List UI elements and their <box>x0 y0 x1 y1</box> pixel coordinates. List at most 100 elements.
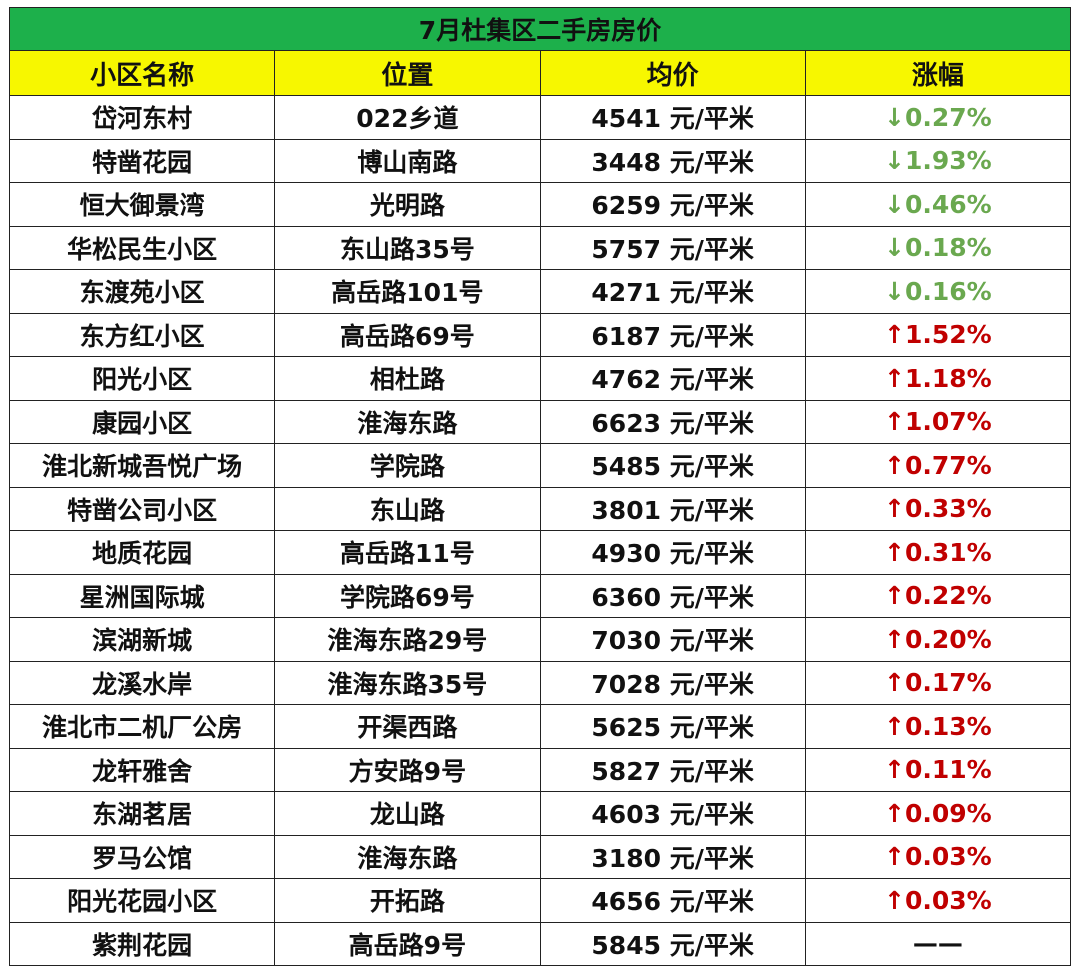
change-cell: ↑0.77% <box>804 443 1072 488</box>
table-cell: 5827 元/平米 <box>539 747 806 792</box>
table-cell: 7030 元/平米 <box>539 617 806 662</box>
table-cell: 淮北新城吾悦广场 <box>8 443 276 488</box>
table-cell: 淮海东路35号 <box>274 660 541 705</box>
table-row: 华松民生小区 东山路35号 5757 元/平米 ↓0.18% <box>8 225 1072 270</box>
price-table: 7月杜集区二手房房价 小区名称 位置 均价 涨幅 岱河东村 022乡道 4541 元/平米… <box>8 7 1072 966</box>
table-cell: 6259 元/平米 <box>539 182 806 227</box>
change-cell: ↑0.11% <box>804 747 1072 792</box>
table-cell: 康园小区 <box>8 399 276 444</box>
table-row: 龙溪水岸 淮海东路35号 7028 元/平米 ↑0.17% <box>8 660 1072 705</box>
change-cell: ↑0.20% <box>804 617 1072 662</box>
change-cell: ↑0.31% <box>804 530 1072 575</box>
table-cell: 4762 元/平米 <box>539 356 806 401</box>
table-cell: 阳光花园小区 <box>8 878 276 923</box>
title-row: 7月杜集区二手房房价 <box>9 7 1071 51</box>
table-row: 康园小区 淮海东路 6623 元/平米 ↑1.07% <box>8 399 1072 444</box>
table-cell: 6360 元/平米 <box>539 573 806 618</box>
table-cell: 4930 元/平米 <box>539 530 806 575</box>
table-row: 阳光小区 相杜路 4762 元/平米 ↑1.18% <box>8 356 1072 401</box>
table-cell: 相杜路 <box>274 356 541 401</box>
table-row: 罗马公馆 淮海东路 3180 元/平米 ↑0.03% <box>8 834 1072 879</box>
table-row: 东方红小区 高岳路69号 6187 元/平米 ↑1.52% <box>8 312 1072 357</box>
table-cell: 东山路35号 <box>274 225 541 270</box>
table-cell: 022乡道 <box>274 95 541 140</box>
table-cell: 龙溪水岸 <box>8 660 276 705</box>
table-cell: 4271 元/平米 <box>539 269 806 314</box>
change-cell: ↓0.27% <box>804 95 1072 140</box>
table-cell: 东渡苑小区 <box>8 269 276 314</box>
change-cell: ↑0.17% <box>804 660 1072 705</box>
column-header: 涨幅 <box>804 50 1072 96</box>
header-row: 小区名称 位置 均价 涨幅 <box>8 50 1072 96</box>
change-cell: ↑0.33% <box>804 486 1072 531</box>
table-row: 紫荆花园 高岳路9号 5845 元/平米 —— <box>8 921 1072 966</box>
column-header: 小区名称 <box>8 50 276 96</box>
table-row: 滨湖新城 淮海东路29号 7030 元/平米 ↑0.20% <box>8 617 1072 662</box>
change-cell: ↑0.03% <box>804 834 1072 879</box>
table-cell: 龙轩雅舍 <box>8 747 276 792</box>
table-cell: 东山路 <box>274 486 541 531</box>
table-row: 阳光花园小区 开拓路 4656 元/平米 ↑0.03% <box>8 878 1072 923</box>
table-cell: 龙山路 <box>274 791 541 836</box>
table-cell: 3180 元/平米 <box>539 834 806 879</box>
table-row: 星洲国际城 学院路69号 6360 元/平米 ↑0.22% <box>8 573 1072 618</box>
change-cell: ↓0.16% <box>804 269 1072 314</box>
table-cell: 紫荆花园 <box>8 921 276 966</box>
table-cell: 博山南路 <box>274 138 541 183</box>
change-cell: ↑0.03% <box>804 878 1072 923</box>
table-cell: 6187 元/平米 <box>539 312 806 357</box>
table-cell: 4656 元/平米 <box>539 878 806 923</box>
change-cell: ↑1.07% <box>804 399 1072 444</box>
table-cell: 华松民生小区 <box>8 225 276 270</box>
table-cell: 星洲国际城 <box>8 573 276 618</box>
table-row: 东湖茗居 龙山路 4603 元/平米 ↑0.09% <box>8 791 1072 836</box>
table-cell: 阳光小区 <box>8 356 276 401</box>
table-cell: 滨湖新城 <box>8 617 276 662</box>
table-cell: 高岳路11号 <box>274 530 541 575</box>
table-cell: 4603 元/平米 <box>539 791 806 836</box>
table-cell: 开渠西路 <box>274 704 541 749</box>
table-cell: 东方红小区 <box>8 312 276 357</box>
table-row: 东渡苑小区 高岳路101号 4271 元/平米 ↓0.16% <box>8 269 1072 314</box>
column-header: 位置 <box>274 50 541 96</box>
table-cell: 3801 元/平米 <box>539 486 806 531</box>
table-cell: 东湖茗居 <box>8 791 276 836</box>
change-cell: ↑0.09% <box>804 791 1072 836</box>
table-cell: 高岳路101号 <box>274 269 541 314</box>
change-cell: ↑1.52% <box>804 312 1072 357</box>
table-cell: 岱河东村 <box>8 95 276 140</box>
table-cell: 淮海东路29号 <box>274 617 541 662</box>
table-cell: 5625 元/平米 <box>539 704 806 749</box>
table-row: 淮北市二机厂公房 开渠西路 5625 元/平米 ↑0.13% <box>8 704 1072 749</box>
table-title: 7月杜集区二手房房价 <box>9 7 1071 51</box>
table-cell: 高岳路9号 <box>274 921 541 966</box>
change-cell: ↑1.18% <box>804 356 1072 401</box>
table-cell: 3448 元/平米 <box>539 138 806 183</box>
table-cell: 5845 元/平米 <box>539 921 806 966</box>
table-row: 淮北新城吾悦广场 学院路 5485 元/平米 ↑0.77% <box>8 443 1072 488</box>
change-cell: ↓0.46% <box>804 182 1072 227</box>
table-cell: 恒大御景湾 <box>8 182 276 227</box>
table-cell: 7028 元/平米 <box>539 660 806 705</box>
table-cell: 学院路69号 <box>274 573 541 618</box>
table-cell: 淮海东路 <box>274 834 541 879</box>
table-cell: 特凿花园 <box>8 138 276 183</box>
table-cell: 6623 元/平米 <box>539 399 806 444</box>
table-row: 龙轩雅舍 方安路9号 5827 元/平米 ↑0.11% <box>8 747 1072 792</box>
change-cell: ↑0.13% <box>804 704 1072 749</box>
change-cell: ↑0.22% <box>804 573 1072 618</box>
table-cell: 特凿公司小区 <box>8 486 276 531</box>
table-cell: 方安路9号 <box>274 747 541 792</box>
change-cell: —— <box>804 921 1072 966</box>
table-cell: 5757 元/平米 <box>539 225 806 270</box>
table-cell: 学院路 <box>274 443 541 488</box>
table-cell: 5485 元/平米 <box>539 443 806 488</box>
table-cell: 罗马公馆 <box>8 834 276 879</box>
table-cell: 地质花园 <box>8 530 276 575</box>
change-cell: ↓1.93% <box>804 138 1072 183</box>
table-cell: 光明路 <box>274 182 541 227</box>
table-row: 特凿花园 博山南路 3448 元/平米 ↓1.93% <box>8 138 1072 183</box>
table-cell: 开拓路 <box>274 878 541 923</box>
table-row: 恒大御景湾 光明路 6259 元/平米 ↓0.46% <box>8 182 1072 227</box>
